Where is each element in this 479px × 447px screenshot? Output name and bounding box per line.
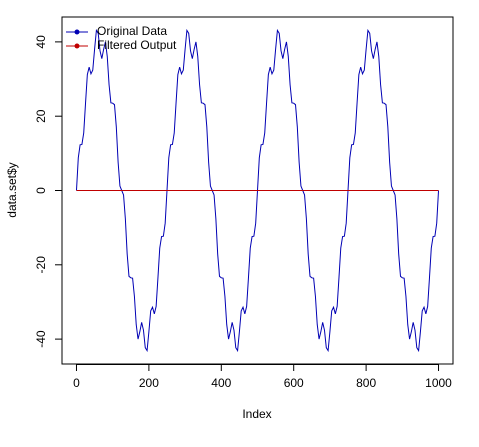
x-axis-label: Index [242,407,271,421]
legend-marker [74,43,80,49]
y-tick-label: -40 [34,330,48,348]
x-tick-label: 400 [211,376,231,390]
y-tick-label: -20 [34,256,48,274]
legend-label: Filtered Output [97,38,177,52]
x-tick-label: 600 [284,376,304,390]
y-tick-label: 20 [34,109,48,123]
x-tick-label: 0 [73,376,80,390]
legend-label: Original Data [97,24,167,38]
x-tick-label: 800 [356,376,376,390]
x-tick-label: 1000 [425,376,452,390]
y-axis-label: data.set$y [5,162,19,217]
x-tick-label: 200 [139,376,159,390]
y-tick-label: 0 [34,187,48,194]
y-tick-label: 40 [34,35,48,49]
legend-marker [74,29,80,35]
